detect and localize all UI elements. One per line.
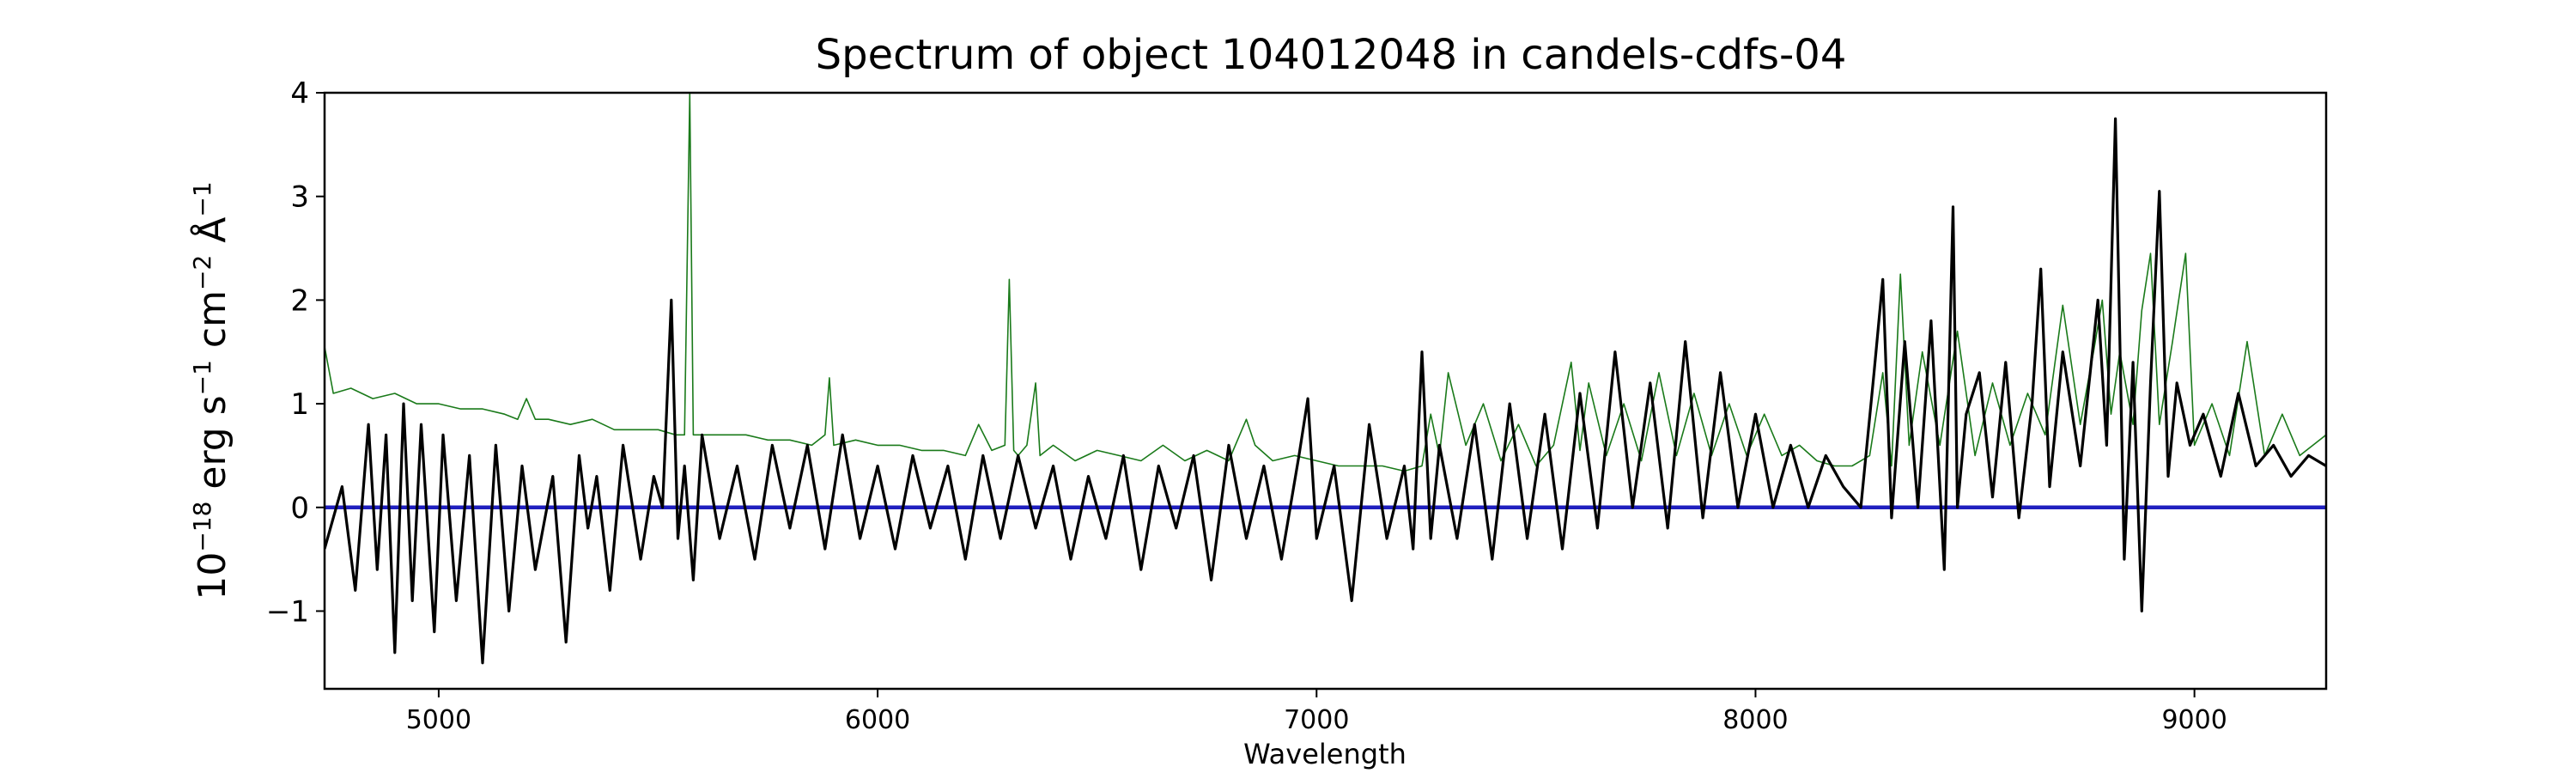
x-tick-label: 8000 bbox=[1722, 705, 1788, 735]
x-axis-label: Wavelength bbox=[1243, 738, 1406, 770]
y-tick-label: 1 bbox=[290, 387, 309, 422]
x-axis-ticks: 5000 6000 7000 8000 9000 bbox=[406, 689, 2227, 735]
y-tick-label: 3 bbox=[290, 180, 309, 215]
error-series-path bbox=[325, 93, 2326, 472]
svg-text:10−18 erg s−1 cm−2 Å−1: 10−18 erg s−1 cm−2 Å−1 bbox=[188, 181, 234, 600]
y-tick-label: 2 bbox=[290, 283, 309, 318]
x-tick-label: 7000 bbox=[1284, 705, 1349, 735]
x-tick-label: 5000 bbox=[406, 705, 471, 735]
x-tick-label: 9000 bbox=[2161, 705, 2227, 735]
flux-series-path bbox=[325, 117, 2326, 665]
y-axis-label: 10−18 erg s−1 cm−2 Å−1 bbox=[188, 181, 234, 600]
y-tick-label: −1 bbox=[266, 594, 309, 629]
error-spectrum-line bbox=[325, 93, 2326, 472]
y-axis-ticks: −1 0 1 2 3 4 bbox=[266, 76, 325, 629]
plot-area bbox=[325, 93, 2326, 665]
x-tick-label: 6000 bbox=[845, 705, 910, 735]
chart-title: Spectrum of object 104012048 in candels-… bbox=[816, 31, 1847, 79]
y-tick-label: 4 bbox=[290, 76, 309, 111]
flux-spectrum-line bbox=[325, 117, 2326, 665]
y-tick-label: 0 bbox=[290, 491, 309, 526]
plot-frame bbox=[323, 91, 2328, 691]
